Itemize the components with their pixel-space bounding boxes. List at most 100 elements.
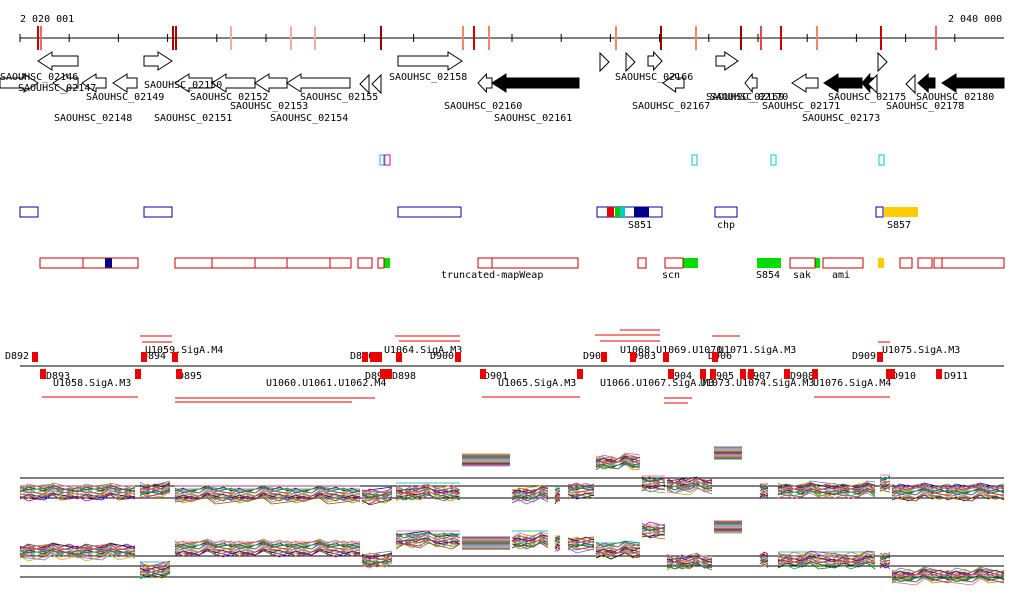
reg-marker[interactable] xyxy=(877,352,883,362)
reg-marker[interactable] xyxy=(740,369,746,379)
gene-arrow[interactable] xyxy=(662,73,685,93)
gene-label[interactable]: SAOUHSC_02160 xyxy=(444,101,522,112)
reg-label[interactable]: U1073.U1074.SigA.M3 xyxy=(700,378,814,389)
reg-label[interactable]: D897 xyxy=(365,371,389,382)
reg-label[interactable]: D907 xyxy=(747,371,771,382)
feature-box[interactable] xyxy=(917,257,933,269)
feature-box[interactable] xyxy=(664,257,684,269)
reg-label[interactable]: U1059.SigA.M4 xyxy=(145,345,223,356)
feature-box[interactable] xyxy=(19,206,39,218)
gene-label[interactable]: SAOUHSC_02170 xyxy=(710,92,788,103)
feature-box[interactable] xyxy=(596,206,663,218)
gene-label[interactable]: SAOUHSC_02161 xyxy=(494,113,572,124)
gene-arrow[interactable] xyxy=(744,72,758,94)
reg-label[interactable]: D906 xyxy=(708,351,732,362)
gene-label[interactable]: SAOUHSC_02180 xyxy=(916,92,994,103)
gene-label[interactable]: SAOUHSC_02166 xyxy=(615,72,693,83)
gene-label[interactable]: SAOUHSC_02169 xyxy=(706,92,784,103)
reg-label[interactable]: U1075.SigA.M3 xyxy=(882,345,960,356)
reg-label[interactable]: D892 xyxy=(5,351,29,362)
reg-marker[interactable] xyxy=(889,369,895,379)
reg-marker[interactable] xyxy=(455,352,461,362)
gene-arrow[interactable] xyxy=(211,73,256,93)
gene-label[interactable]: SAOUHSC_02175 xyxy=(828,92,906,103)
reg-label[interactable]: U1060.U1061.U1062.M4 xyxy=(266,378,386,389)
gene-label[interactable]: SAOUHSC_02171 xyxy=(762,101,840,112)
reg-marker[interactable] xyxy=(710,369,716,379)
reg-marker[interactable] xyxy=(362,352,368,362)
feature-box[interactable] xyxy=(878,258,884,268)
reg-marker[interactable] xyxy=(376,352,382,362)
gene-arrow[interactable] xyxy=(917,72,936,94)
feature-box[interactable] xyxy=(933,257,943,269)
gene-arrow[interactable] xyxy=(112,73,138,93)
gene-arrow[interactable] xyxy=(823,73,863,93)
reg-marker[interactable] xyxy=(40,369,46,379)
feature-box[interactable] xyxy=(615,207,620,217)
feature-box[interactable] xyxy=(620,207,625,217)
reg-marker[interactable] xyxy=(748,369,754,379)
gene-label[interactable]: SAOUHSC_02158 xyxy=(389,72,467,83)
reg-label[interactable]: D909 xyxy=(852,351,876,362)
reg-label[interactable]: U1058.SigA.M3 xyxy=(53,378,131,389)
reg-marker[interactable] xyxy=(396,352,402,362)
gene-arrow[interactable] xyxy=(371,73,382,95)
reg-marker[interactable] xyxy=(601,352,607,362)
feature-box[interactable] xyxy=(384,258,390,268)
reg-marker[interactable] xyxy=(32,352,38,362)
reg-label[interactable]: D911 xyxy=(944,371,968,382)
feature-box[interactable] xyxy=(634,207,649,217)
reg-marker[interactable] xyxy=(712,352,718,362)
reg-marker[interactable] xyxy=(668,369,674,379)
gene-arrow[interactable] xyxy=(877,51,888,73)
feature-box[interactable] xyxy=(357,257,373,269)
gene-arrow[interactable] xyxy=(174,73,213,93)
marker[interactable] xyxy=(878,154,885,166)
reg-label[interactable]: D893 xyxy=(46,371,70,382)
reg-label[interactable]: D901 xyxy=(484,371,508,382)
gene-arrow[interactable] xyxy=(625,51,636,73)
gene-label[interactable]: SAOUHSC_02150 xyxy=(144,80,222,91)
reg-label[interactable]: U1068.U1069.U1070 xyxy=(620,345,722,356)
feature-box[interactable] xyxy=(757,258,781,268)
reg-label[interactable]: D898 xyxy=(392,371,416,382)
gene-label[interactable]: SAOUHSC_02149 xyxy=(86,92,164,103)
feature-box[interactable] xyxy=(941,257,1005,269)
feature-box[interactable] xyxy=(899,257,913,269)
reg-label[interactable]: U1065.SigA.M3 xyxy=(498,378,576,389)
reg-label[interactable]: D905 xyxy=(710,371,734,382)
gene-arrow[interactable] xyxy=(397,51,463,71)
gene-label[interactable]: SAOUHSC_02178 xyxy=(886,101,964,112)
gene-arrow[interactable] xyxy=(867,73,878,95)
gene-arrow[interactable] xyxy=(905,73,916,95)
feature-box[interactable] xyxy=(397,206,462,218)
reg-label[interactable]: D910 xyxy=(892,371,916,382)
feature-box[interactable] xyxy=(477,257,579,269)
reg-marker[interactable] xyxy=(784,369,790,379)
gene-label[interactable]: SAOUHSC_02154 xyxy=(270,113,348,124)
reg-label[interactable]: U1076.SigA.M4 xyxy=(813,378,891,389)
reg-marker[interactable] xyxy=(936,369,942,379)
feature-box[interactable] xyxy=(39,257,139,269)
reg-marker[interactable] xyxy=(176,369,182,379)
reg-label[interactable]: D902 xyxy=(583,351,607,362)
reg-marker[interactable] xyxy=(480,369,486,379)
reg-marker[interactable] xyxy=(370,352,376,362)
gene-arrow[interactable] xyxy=(0,73,39,93)
feature-box[interactable] xyxy=(174,257,352,269)
feature-box[interactable] xyxy=(875,206,884,218)
gene-label[interactable]: SAOUHSC_02152 xyxy=(190,92,268,103)
reg-label[interactable]: D894 xyxy=(142,351,166,362)
reg-label[interactable]: D908 xyxy=(790,371,814,382)
reg-label[interactable]: U1064.SigA.M3 xyxy=(384,345,462,356)
feature-box[interactable] xyxy=(884,207,918,217)
feature-box[interactable] xyxy=(377,257,385,269)
marker[interactable] xyxy=(691,154,698,166)
feature-box[interactable] xyxy=(607,207,614,217)
gene-label[interactable]: SAOUHSC_02155 xyxy=(300,92,378,103)
gene-arrow[interactable] xyxy=(286,73,351,93)
reg-marker[interactable] xyxy=(172,352,178,362)
gene-arrow[interactable] xyxy=(254,73,288,93)
gene-arrow[interactable] xyxy=(791,73,819,93)
reg-label[interactable]: U1066.U1067.SigA.M3 xyxy=(600,378,714,389)
